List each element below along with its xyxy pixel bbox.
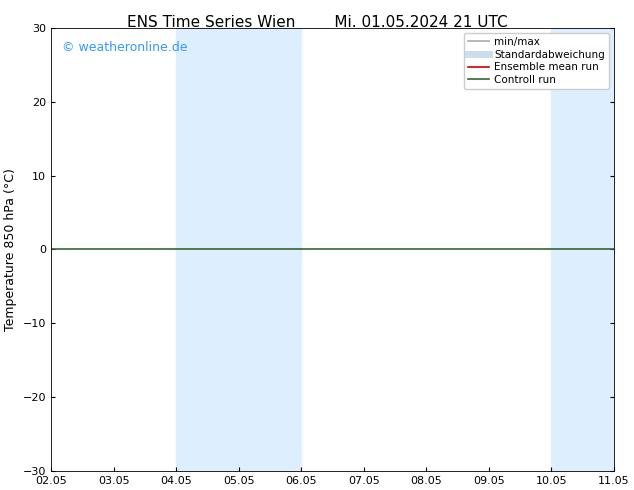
Legend: min/max, Standardabweichung, Ensemble mean run, Controll run: min/max, Standardabweichung, Ensemble me…	[463, 33, 609, 89]
Bar	[552, 28, 614, 471]
Y-axis label: Temperature 850 hPa (°C): Temperature 850 hPa (°C)	[4, 168, 17, 331]
Bar	[176, 28, 301, 471]
Text: ENS Time Series Wien        Mi. 01.05.2024 21 UTC: ENS Time Series Wien Mi. 01.05.2024 21 U…	[127, 15, 507, 30]
Text: © weatheronline.de: © weatheronline.de	[62, 41, 188, 54]
